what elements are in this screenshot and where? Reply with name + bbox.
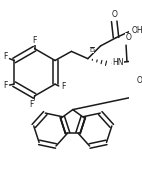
Text: F: F — [3, 81, 7, 90]
Text: F: F — [32, 36, 37, 45]
Text: OH: OH — [132, 26, 142, 35]
Text: O: O — [126, 33, 132, 42]
Text: F: F — [3, 52, 7, 61]
Text: HN: HN — [112, 58, 124, 67]
Text: O: O — [111, 10, 117, 19]
Text: F: F — [30, 100, 34, 109]
Text: D: D — [89, 48, 94, 53]
Text: F: F — [61, 82, 65, 91]
Text: O: O — [137, 76, 142, 85]
